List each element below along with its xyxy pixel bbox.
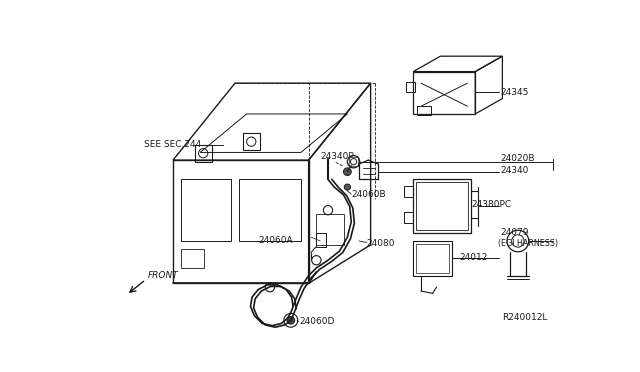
Text: R240012L: R240012L — [502, 314, 548, 323]
Bar — [417, 106, 431, 115]
Bar — [316, 214, 344, 245]
Bar — [413, 179, 472, 233]
Bar — [239, 179, 301, 241]
Bar — [417, 244, 449, 273]
Bar — [180, 249, 204, 268]
Circle shape — [344, 184, 351, 190]
Text: 24340: 24340 — [500, 166, 529, 174]
Text: 24060A: 24060A — [259, 237, 293, 246]
Text: 24345: 24345 — [501, 88, 529, 97]
Text: 24079: 24079 — [500, 228, 529, 237]
Text: 24060B: 24060B — [351, 190, 386, 199]
Bar — [406, 81, 415, 92]
Circle shape — [344, 168, 351, 176]
Text: 24080: 24080 — [367, 239, 396, 248]
Text: 24340P: 24340P — [320, 152, 354, 161]
Text: 24012: 24012 — [460, 253, 488, 262]
Bar — [404, 186, 413, 197]
Text: (EGI HARNESS): (EGI HARNESS) — [499, 239, 559, 248]
Text: FRONT: FRONT — [148, 271, 179, 280]
Text: 24020B: 24020B — [500, 154, 534, 163]
Bar — [195, 145, 212, 162]
Bar — [180, 179, 231, 241]
Bar — [404, 212, 413, 223]
Bar — [417, 183, 468, 230]
Bar — [413, 241, 452, 276]
Bar — [316, 233, 326, 247]
Text: 24060D: 24060D — [300, 317, 335, 326]
Bar — [243, 133, 260, 150]
Text: SEE SEC.244: SEE SEC.244 — [143, 140, 201, 149]
Bar — [349, 157, 358, 166]
Circle shape — [287, 317, 294, 324]
Text: 24380PC: 24380PC — [472, 200, 511, 209]
